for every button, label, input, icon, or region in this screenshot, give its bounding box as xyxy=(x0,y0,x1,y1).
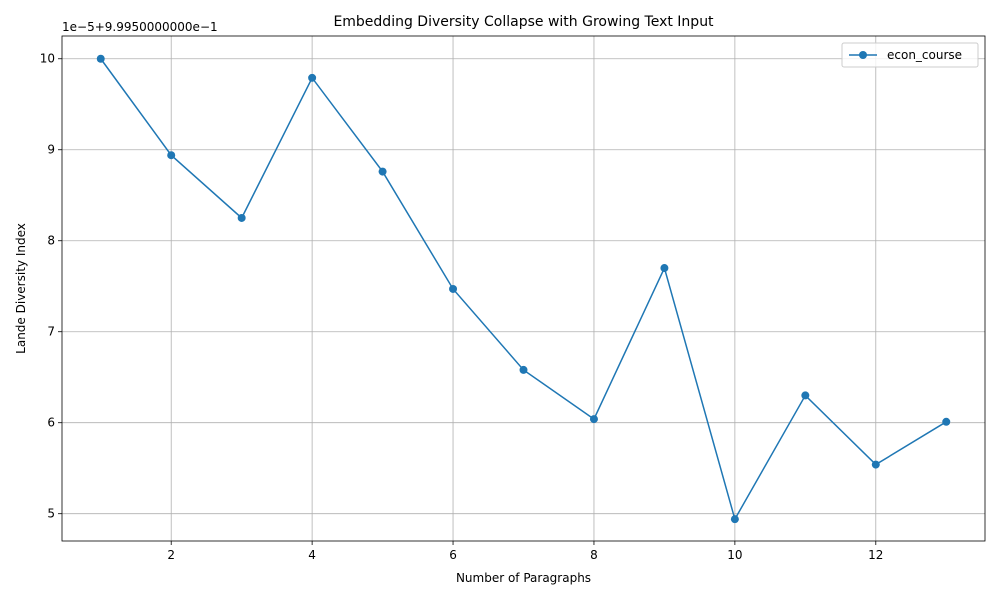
x-tick-label: 10 xyxy=(727,548,742,562)
y-tick-label: 7 xyxy=(47,325,55,339)
plot-frame xyxy=(61,35,986,542)
data-point xyxy=(660,264,669,273)
data-point xyxy=(942,417,951,426)
legend: econ_course xyxy=(841,42,979,68)
x-tick-label: 4 xyxy=(308,548,316,562)
x-tick-label: 8 xyxy=(590,548,598,562)
data-point xyxy=(801,391,810,400)
series-line-econ_course xyxy=(100,58,947,522)
legend-box xyxy=(841,42,979,68)
y-tick-label: 9 xyxy=(47,143,55,157)
y-tick-label: 8 xyxy=(47,234,55,248)
data-point xyxy=(730,515,739,524)
chart-title: Embedding Diversity Collapse with Growin… xyxy=(333,14,714,30)
legend-marker-swatch xyxy=(859,51,867,59)
x-axis-label: Number of Paragraphs xyxy=(456,571,591,585)
data-point xyxy=(589,415,598,424)
series-layer xyxy=(96,54,951,524)
data-point xyxy=(237,213,246,222)
data-point xyxy=(96,54,105,63)
y-tick-label: 5 xyxy=(47,507,55,521)
legend-label: econ_course xyxy=(887,48,962,62)
data-point xyxy=(871,460,880,469)
x-tick-label: 2 xyxy=(167,548,175,562)
y-tick-label: 6 xyxy=(47,416,55,430)
y-axis-offset-text: 1e−5+9.9950000000e−1 xyxy=(62,20,218,34)
y-tick-label: 10 xyxy=(40,52,55,66)
y-axis-label: Lande Diversity Index xyxy=(14,223,28,354)
data-point xyxy=(167,151,176,160)
axis-ticks: 2 4 6 8 10 12 5 6 7 8 9 10 xyxy=(40,52,884,562)
x-tick-label: 12 xyxy=(868,548,883,562)
x-tick-label: 6 xyxy=(449,548,457,562)
data-point xyxy=(519,365,528,374)
grid xyxy=(62,36,985,541)
data-point xyxy=(308,73,317,82)
data-point xyxy=(378,167,387,176)
data-point xyxy=(449,284,458,293)
